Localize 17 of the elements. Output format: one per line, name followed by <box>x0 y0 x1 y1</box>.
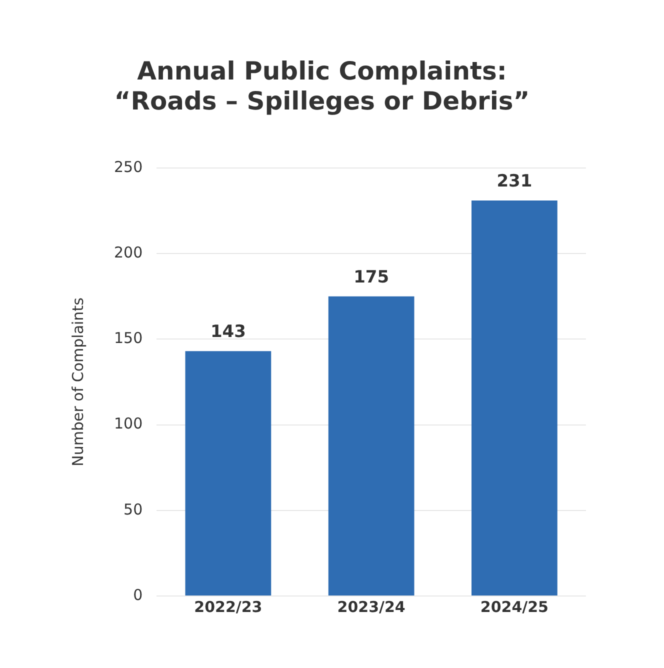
chart-title: Annual Public Complaints: “Roads – Spilleges or Debris” <box>114 56 530 116</box>
y-tick-label: 50 <box>124 500 143 518</box>
bar <box>472 200 558 596</box>
y-axis-title: Number of Complaints <box>68 297 87 466</box>
y-tick-label: 150 <box>114 329 143 348</box>
y-tick-label: 100 <box>114 414 143 433</box>
data-label: 175 <box>354 267 390 288</box>
y-tick-label: 200 <box>114 243 143 262</box>
data-label: 231 <box>496 171 532 192</box>
y-tick-label: 250 <box>114 158 143 176</box>
bar <box>328 296 414 596</box>
bar <box>185 351 272 596</box>
x-tick-label: 2023/24 <box>337 598 406 616</box>
data-label: 143 <box>210 322 246 342</box>
x-tick-label: 2024/25 <box>480 598 548 616</box>
x-tick-label: 2022/23 <box>194 598 262 616</box>
y-tick-label: 0 <box>133 586 143 604</box>
